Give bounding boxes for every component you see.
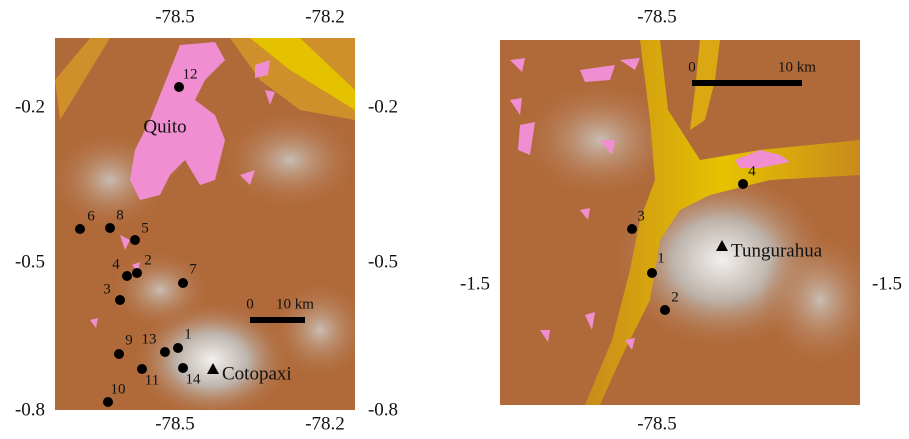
site-label: 4 (112, 256, 120, 272)
map-left (50, 38, 370, 420)
site-marker (660, 305, 670, 315)
right-tick-label: -0.2 (368, 96, 398, 117)
bottom-tick-label: -78.2 (305, 413, 345, 434)
site-marker (114, 349, 124, 359)
left-tick-label: -1.5 (460, 273, 490, 294)
site-label: 12 (183, 66, 198, 82)
top-tick-label: -78.5 (637, 6, 677, 27)
scale-start: 0 (688, 59, 696, 75)
site-marker (103, 397, 113, 407)
site-marker (738, 179, 748, 189)
site-marker (122, 271, 132, 281)
site-label: 2 (671, 289, 679, 305)
site-label: 9 (125, 332, 133, 348)
scale-start: 0 (246, 296, 254, 312)
site-marker (647, 268, 657, 278)
figure: -78.5 -78.2 -78.5 -78.2 -0.2 -0.5 -0.8 -0.2 -0.5… (0, 0, 909, 439)
site-label: 8 (116, 207, 124, 223)
site-label: 10 (111, 381, 126, 397)
site-label: 3 (637, 208, 645, 224)
right-tick-label: -1.5 (872, 273, 902, 294)
site-label: 3 (103, 281, 111, 297)
site-marker (130, 235, 140, 245)
site-label: 1 (184, 326, 192, 342)
site-label: 11 (145, 372, 159, 388)
site-label: 6 (87, 208, 95, 224)
top-tick-label: -78.2 (305, 6, 345, 27)
site-label: 14 (186, 371, 202, 387)
left-tick-label: -0.5 (15, 251, 45, 272)
site-label: 13 (142, 331, 157, 347)
right-tick-label: -0.8 (368, 399, 398, 420)
site-marker (75, 224, 85, 234)
left-tick-label: -0.2 (15, 96, 45, 117)
site-label: 1 (657, 250, 665, 266)
site-marker (160, 347, 170, 357)
site-marker (173, 343, 183, 353)
site-label: 2 (144, 252, 152, 268)
bottom-tick-label: -78.5 (637, 413, 677, 434)
site-marker (132, 268, 142, 278)
place-label: Quito (143, 116, 186, 137)
site-label: 4 (748, 163, 756, 179)
left-tick-label: -0.8 (15, 399, 45, 420)
scale-end: 10 km (778, 59, 816, 75)
site-label: 5 (141, 220, 149, 236)
scale-end: 10 km (276, 296, 314, 312)
site-marker (105, 223, 115, 233)
place-label: Cotopaxi (222, 363, 292, 384)
map-right (500, 40, 880, 405)
site-label: 7 (189, 261, 197, 277)
place-label: Tungurahua (731, 240, 823, 261)
site-marker (115, 295, 125, 305)
right-tick-label: -0.5 (368, 251, 398, 272)
site-marker (627, 224, 637, 234)
top-tick-label: -78.5 (155, 6, 195, 27)
site-marker (174, 82, 184, 92)
bottom-tick-label: -78.5 (155, 413, 195, 434)
site-marker (178, 278, 188, 288)
